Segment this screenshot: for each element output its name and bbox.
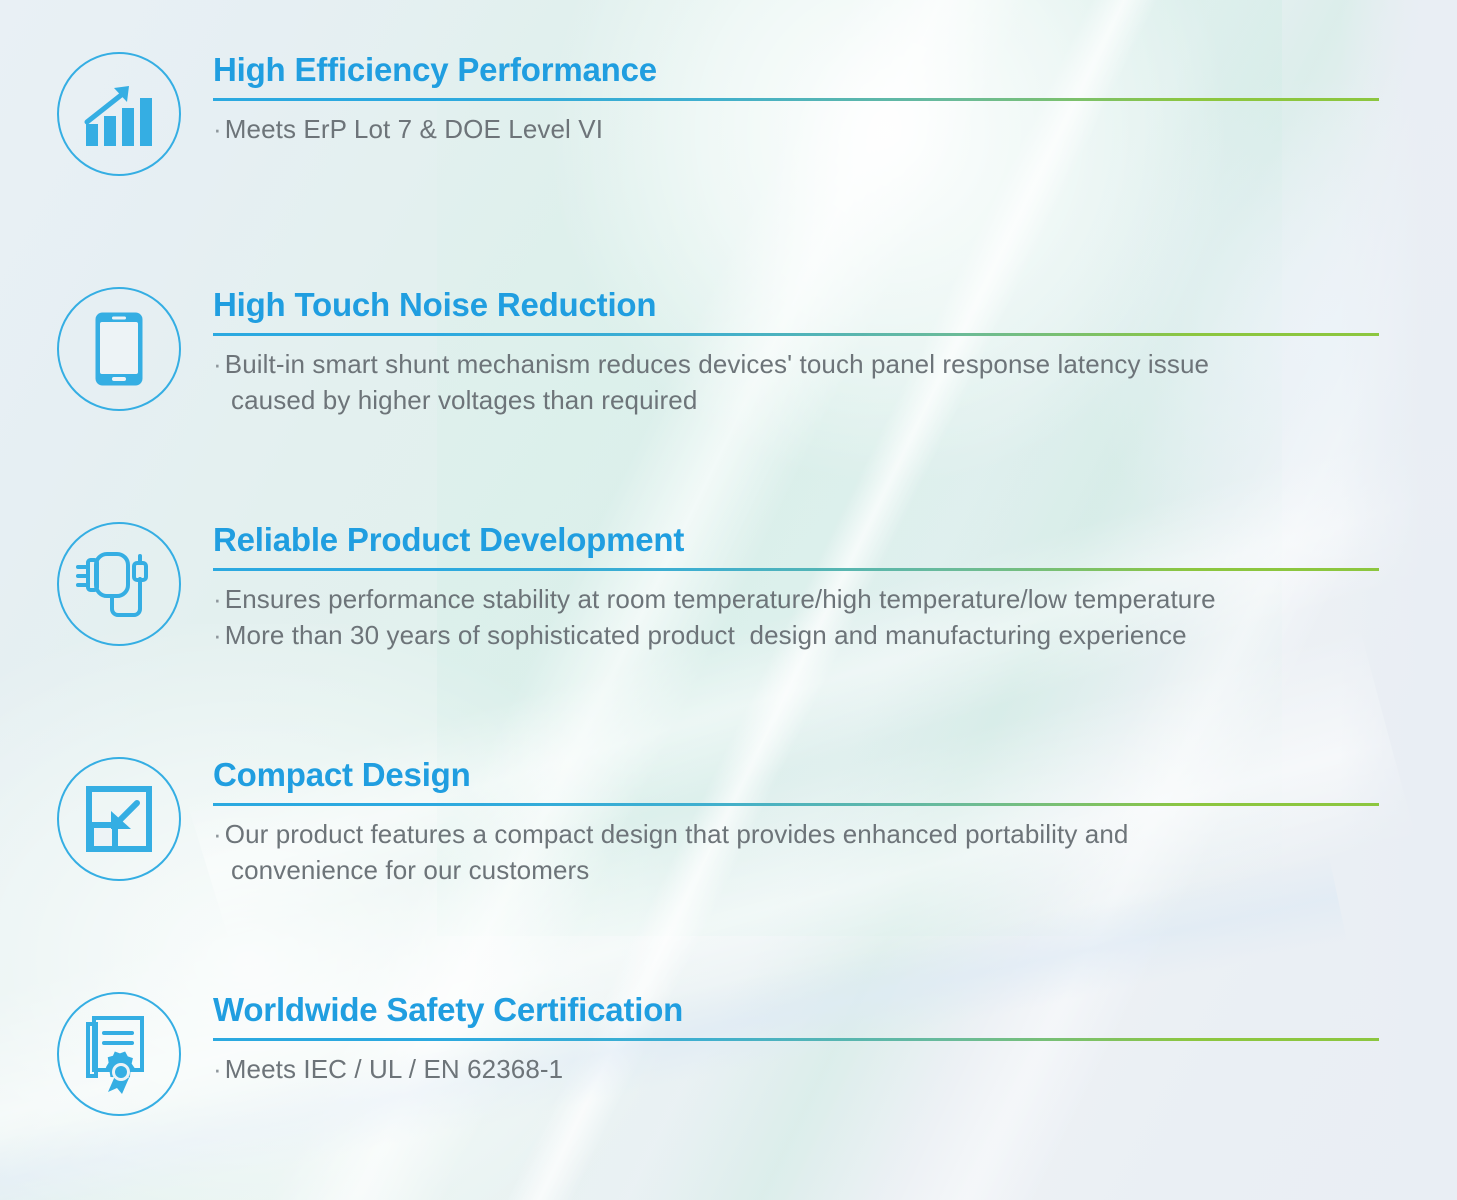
- feature-title: Reliable Product Development: [213, 521, 685, 558]
- certificate-award-icon: [57, 992, 181, 1116]
- feature-lines: · Ensures performance stability at room t…: [213, 582, 1379, 653]
- smartphone-icon: [57, 287, 181, 411]
- feature-divider: [213, 803, 1379, 807]
- feature-body: Compact Design · Our product features a co…: [213, 756, 1379, 889]
- bullet-icon: ·: [213, 819, 222, 850]
- bullet-icon: ·: [213, 114, 222, 145]
- feature-lines: · Meets ErP Lot 7 & DOE Level VI: [213, 112, 1379, 148]
- feature-divider: [213, 568, 1379, 572]
- feature-line: · More than 30 years of sophisticated pro…: [213, 618, 1379, 654]
- power-adapter-icon: [57, 522, 181, 646]
- compact-resize-icon: [57, 757, 181, 881]
- feature-body: High Efficiency Performance · Meets ErP Lo…: [213, 51, 1379, 148]
- feature-divider: [213, 1038, 1379, 1042]
- bar-chart-growth-icon: [57, 52, 181, 176]
- feature-line-text: More than 30 years of sophisticated prod…: [224, 619, 1187, 650]
- feature-line: · Meets IEC / UL / EN 62368-1: [213, 1052, 1379, 1088]
- feature-divider: [213, 333, 1379, 337]
- feature-title: High Efficiency Performance: [213, 51, 657, 88]
- feature-line-text: Built-in smart shunt mechanism reduces d…: [224, 349, 1210, 380]
- feature-line: · Built-in smart shunt mechanism reduces …: [213, 347, 1379, 383]
- feature-icon-wrap: [57, 52, 181, 176]
- feature-icon-wrap: [57, 522, 181, 646]
- feature-divider: [213, 98, 1379, 102]
- feature-body: High Touch Noise Reduction · Built-in smar…: [213, 286, 1379, 419]
- feature-line-text: caused by higher voltages than required: [231, 384, 698, 415]
- feature-line: · Our product features a compact design t…: [213, 817, 1379, 853]
- feature-line: · Meets ErP Lot 7 & DOE Level VI: [213, 112, 1379, 148]
- feature-lines: · Our product features a compact design t…: [213, 817, 1379, 888]
- feature-title: Worldwide Safety Certification: [213, 991, 684, 1028]
- feature-line-text: Our product features a compact design th…: [224, 819, 1129, 850]
- feature-line-text: Ensures performance stability at room te…: [224, 584, 1216, 615]
- feature-line-text: Meets IEC / UL / EN 62368-1: [224, 1054, 564, 1085]
- feature-icon-wrap: [57, 992, 181, 1116]
- feature-lines: · Built-in smart shunt mechanism reduces …: [213, 347, 1379, 418]
- bullet-icon: ·: [213, 1054, 222, 1085]
- feature-icon-wrap: [57, 287, 181, 411]
- feature-line: convenience for our customers: [213, 853, 1379, 889]
- feature-line: · Ensures performance stability at room t…: [213, 582, 1379, 618]
- feature-line-text: convenience for our customers: [231, 854, 590, 885]
- feature-line: caused by higher voltages than required: [213, 383, 1379, 419]
- feature-body: Reliable Product Development · Ensures per…: [213, 521, 1379, 654]
- bullet-icon: ·: [213, 349, 222, 380]
- background-right-fade: [1340, 0, 1457, 1200]
- feature-lines: · Meets IEC / UL / EN 62368-1: [213, 1052, 1379, 1088]
- feature-title: Compact Design: [213, 756, 471, 793]
- bullet-icon: ·: [213, 584, 222, 615]
- feature-line-text: Meets ErP Lot 7 & DOE Level VI: [224, 114, 604, 145]
- feature-icon-wrap: [57, 757, 181, 881]
- feature-body: Worldwide Safety Certification · Meets IEC…: [213, 991, 1379, 1088]
- bullet-icon: ·: [213, 619, 222, 650]
- feature-title: High Touch Noise Reduction: [213, 286, 657, 323]
